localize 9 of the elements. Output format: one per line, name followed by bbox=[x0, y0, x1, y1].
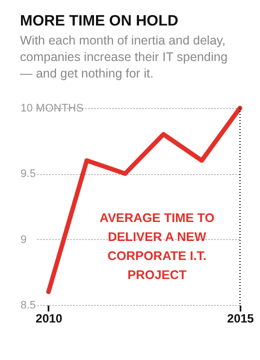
x-tick-label: 2010 bbox=[36, 312, 63, 326]
y-tick-label: 9.5 bbox=[20, 168, 36, 180]
annotation: AVERAGE TIME TO DELIVER A NEW CORPORATE I.T. PROJECT bbox=[100, 211, 215, 282]
chart-title: MORE TIME ON HOLD bbox=[20, 12, 178, 30]
chart-subtitle: With each month of inertia and delay, companies increase their IT spending — and get nothing for it. bbox=[20, 34, 228, 80]
x-tick-label: 2015 bbox=[227, 312, 254, 326]
y-tick-label: 9 bbox=[20, 234, 27, 246]
y-tick-label: 8.5 bbox=[20, 300, 36, 312]
y-tick-label: 10 MONTHS bbox=[20, 102, 84, 114]
